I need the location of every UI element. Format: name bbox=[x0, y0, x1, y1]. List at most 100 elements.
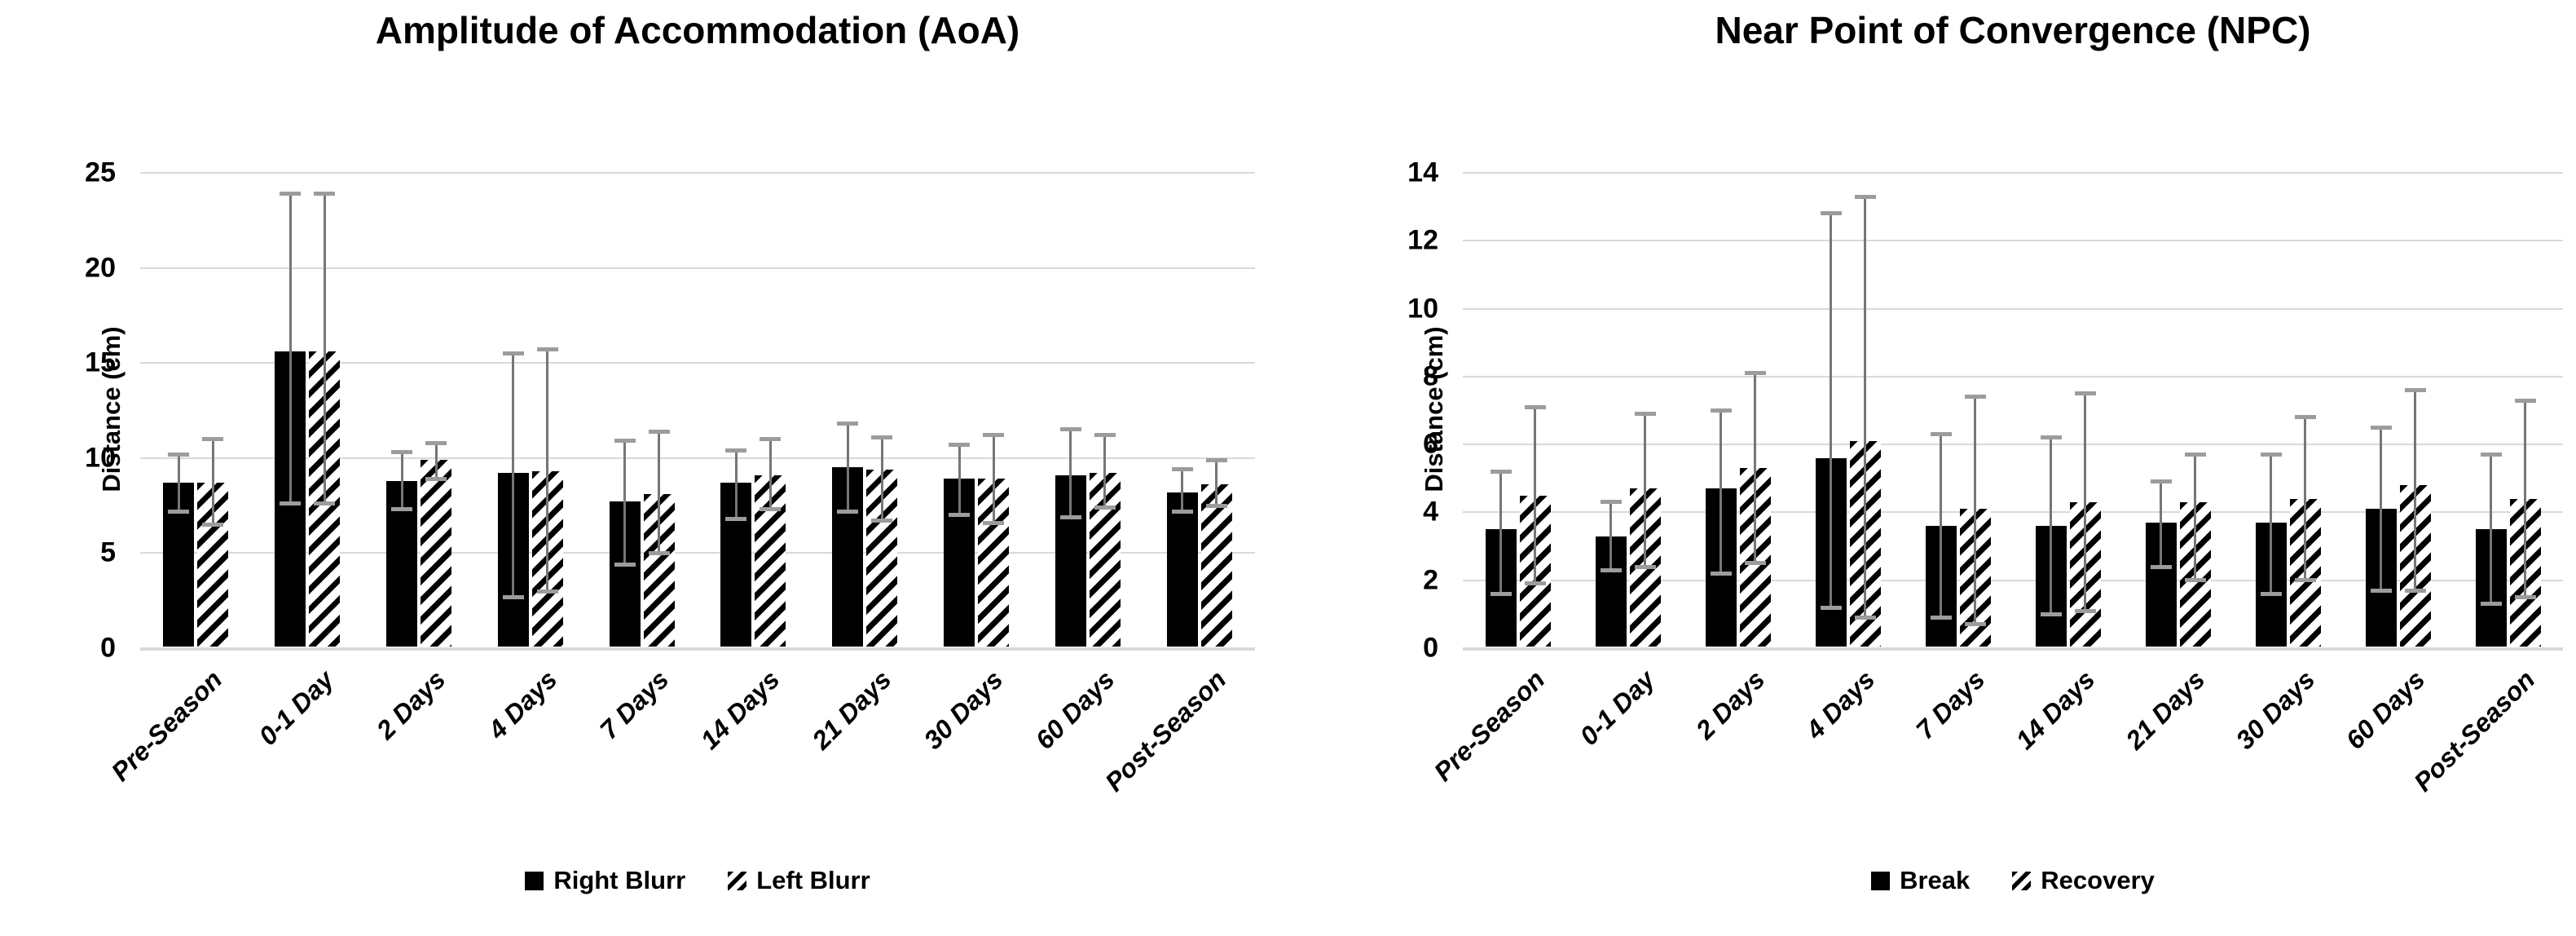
gridline bbox=[140, 362, 1255, 364]
error-bar-cap bbox=[1524, 581, 1546, 586]
error-bar-line bbox=[1830, 213, 1832, 608]
x-category-label: 30 Days bbox=[918, 664, 1009, 756]
error-bar-cap bbox=[1634, 564, 1656, 569]
x-category-label: 21 Days bbox=[2119, 664, 2210, 756]
error-bar-cap bbox=[168, 452, 190, 457]
error-bar-line bbox=[768, 439, 772, 510]
error-bar-cap bbox=[280, 501, 302, 506]
error-bar-line bbox=[2270, 454, 2272, 594]
error-bar-cap bbox=[1634, 412, 1656, 417]
error-bar-cap bbox=[1820, 211, 1842, 216]
gridline bbox=[140, 457, 1255, 459]
error-bar-cap bbox=[837, 509, 859, 514]
error-bar-line bbox=[1103, 435, 1107, 508]
error-bar-cap bbox=[1600, 567, 1622, 572]
error-bar-line bbox=[1864, 196, 1866, 618]
error-bar-line bbox=[1499, 471, 1502, 594]
error-bar-line bbox=[1940, 434, 1942, 618]
bar-left-blurr bbox=[1200, 484, 1232, 647]
error-bar-cap bbox=[1820, 605, 1842, 610]
y-axis-label-aoa: Distance (cm) bbox=[97, 325, 125, 492]
error-bar-line bbox=[1644, 413, 1646, 567]
y-tick-label: 0 bbox=[100, 632, 116, 664]
error-bar-cap bbox=[1744, 371, 1766, 376]
error-bar-line bbox=[846, 423, 849, 512]
x-category-label: 4 Days bbox=[482, 664, 563, 745]
error-bar-cap bbox=[949, 513, 970, 518]
error-bar-cap bbox=[2514, 595, 2536, 600]
error-bar-cap bbox=[1059, 427, 1081, 432]
error-bar-cap bbox=[1744, 561, 1766, 566]
error-bar-cap bbox=[2480, 453, 2502, 457]
x-axis-line bbox=[140, 647, 1255, 651]
error-bar-cap bbox=[1171, 467, 1193, 472]
error-bar-line bbox=[2194, 454, 2196, 581]
error-bar-cap bbox=[1930, 616, 1952, 620]
gridline bbox=[140, 267, 1255, 269]
error-bar-line bbox=[2084, 393, 2086, 611]
error-bar-line bbox=[1534, 407, 1536, 584]
error-bar-cap bbox=[837, 422, 859, 426]
error-bar-cap bbox=[725, 448, 747, 453]
x-category-label: 14 Days bbox=[694, 664, 786, 756]
x-category-label: 4 Days bbox=[1799, 664, 1880, 745]
legend-swatch-solid bbox=[1871, 871, 1891, 890]
x-category-label: Post-Season bbox=[2407, 664, 2540, 797]
x-category-label: 2 Days bbox=[371, 664, 451, 745]
error-bar-line bbox=[211, 439, 214, 525]
error-bar-cap bbox=[983, 433, 1004, 438]
error-bar-cap bbox=[314, 192, 336, 196]
y-tick-label: 20 bbox=[85, 252, 116, 284]
error-bar-cap bbox=[760, 436, 782, 441]
error-bar-line bbox=[400, 452, 403, 510]
error-bar-cap bbox=[1854, 616, 1876, 620]
error-bar-cap bbox=[2370, 425, 2392, 430]
error-bar-line bbox=[512, 353, 515, 598]
x-axis-line bbox=[1463, 647, 2563, 651]
error-bar-cap bbox=[2404, 588, 2426, 593]
error-bar-cap bbox=[1094, 433, 1116, 438]
error-bar-cap bbox=[2260, 591, 2282, 596]
error-bar-cap bbox=[725, 516, 747, 521]
legend-swatch-solid bbox=[525, 871, 544, 890]
error-bar-cap bbox=[536, 347, 558, 352]
error-bar-cap bbox=[1710, 571, 1732, 576]
error-bar-cap bbox=[1524, 404, 1546, 409]
error-bar-cap bbox=[502, 594, 524, 599]
error-bar-cap bbox=[2514, 398, 2536, 403]
error-bar-line bbox=[658, 431, 661, 554]
error-bar-cap bbox=[2074, 608, 2096, 613]
gridline bbox=[1463, 307, 2563, 310]
gridline bbox=[1463, 172, 2563, 174]
error-bar-line bbox=[177, 454, 180, 512]
error-bar-cap bbox=[202, 522, 224, 527]
error-bar-cap bbox=[2040, 611, 2062, 616]
error-bar-cap bbox=[168, 509, 190, 514]
x-category-label: 7 Days bbox=[593, 664, 675, 745]
error-bar-cap bbox=[425, 440, 447, 445]
error-bar-cap bbox=[2294, 578, 2316, 583]
gridline bbox=[1463, 444, 2563, 446]
error-bar-cap bbox=[1205, 503, 1227, 508]
y-tick-label: 5 bbox=[100, 536, 116, 568]
error-bar-line bbox=[1720, 410, 1722, 574]
chart-title-aoa: Amplitude of Accommodation (AoA) bbox=[375, 9, 1020, 51]
error-bar-cap bbox=[502, 351, 524, 356]
y-tick-label: 8 bbox=[1423, 360, 1438, 392]
error-bar-cap bbox=[760, 507, 782, 512]
x-category-label: 21 Days bbox=[806, 664, 897, 756]
error-bar-line bbox=[992, 435, 995, 523]
error-bar-cap bbox=[2294, 415, 2316, 420]
error-bar-cap bbox=[2074, 391, 2096, 396]
plot-area-aoa bbox=[140, 172, 1255, 651]
error-bar-line bbox=[434, 443, 438, 479]
error-bar-cap bbox=[425, 476, 447, 481]
error-bar-line bbox=[2304, 417, 2306, 581]
error-bar-cap bbox=[983, 520, 1004, 525]
legend-label: Break bbox=[1900, 866, 1971, 894]
error-bar-cap bbox=[1490, 591, 1512, 596]
x-category-label: 0-1 Day bbox=[1574, 664, 1660, 751]
x-category-label: 0-1 Day bbox=[253, 664, 340, 751]
error-bar-cap bbox=[1059, 514, 1081, 519]
y-tick-label: 2 bbox=[1423, 564, 1438, 596]
